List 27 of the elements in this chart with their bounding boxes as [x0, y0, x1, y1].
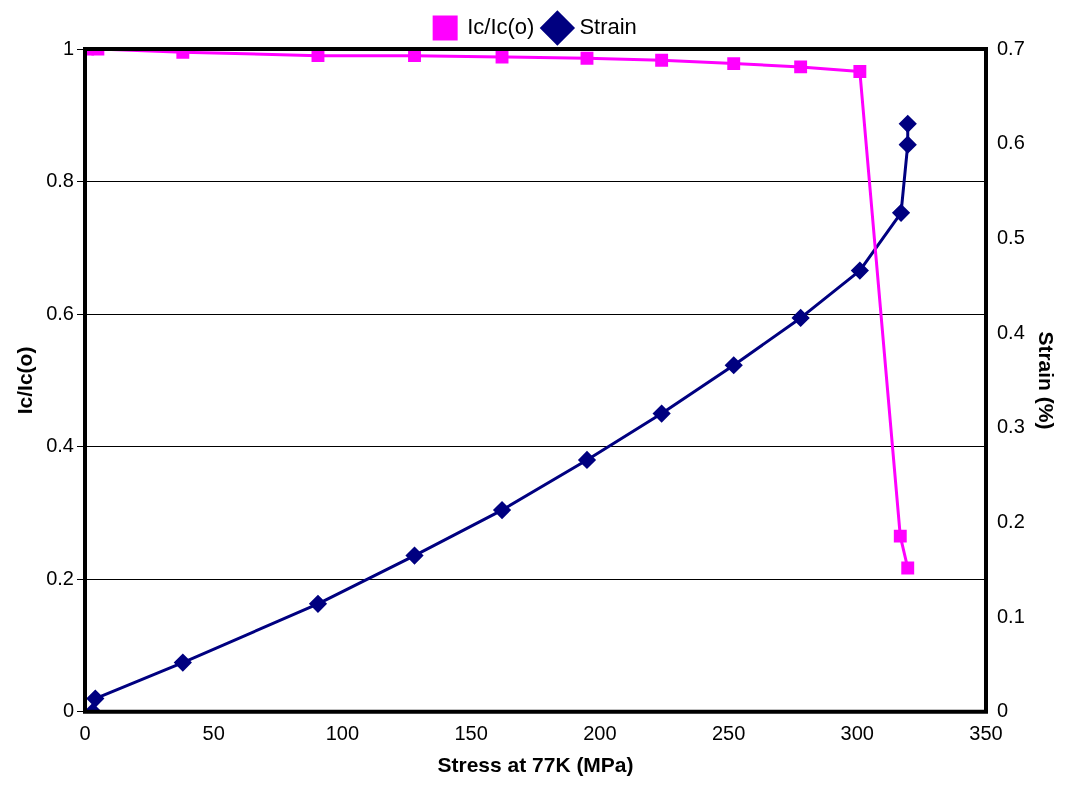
y2-tick-label: 0.5: [997, 225, 1025, 248]
y-tick-label: 0.6: [46, 301, 74, 324]
x-tick-label: 50: [202, 722, 225, 745]
y-tick-label: 0: [62, 699, 74, 722]
x-tick-label: 150: [454, 722, 488, 745]
y-axis-title: Ic/Ic(o): [13, 346, 37, 415]
x-tick-label: 200: [583, 722, 617, 745]
x-axis-title: Stress at 77K (MPa): [437, 753, 634, 777]
y-tick-label: 1: [62, 36, 74, 59]
legend-label: Strain: [579, 14, 637, 40]
x-tick-label: 0: [79, 722, 91, 745]
y2-tick-label: 0.1: [997, 604, 1025, 627]
y2-axis-title: Strain (%): [1034, 331, 1058, 430]
y2-tick-label: 0.3: [997, 415, 1025, 438]
y2-tick-label: 0.7: [997, 36, 1025, 59]
y2-tick-label: 0: [997, 699, 1009, 722]
legend-label: Ic/Ic(o): [467, 14, 535, 40]
y-tick-label: 0.8: [46, 169, 74, 192]
x-tick-label: 300: [840, 722, 874, 745]
y-tick-label: 0.4: [46, 434, 74, 457]
y2-tick-label: 0.6: [997, 131, 1025, 154]
x-tick-label: 100: [325, 722, 360, 745]
y-tick-label: 0.2: [46, 566, 74, 589]
x-tick-label: 250: [711, 722, 746, 745]
y2-tick-label: 0.2: [997, 509, 1025, 532]
x-tick-label: 350: [969, 722, 1003, 745]
y2-tick-label: 0.4: [997, 320, 1025, 343]
